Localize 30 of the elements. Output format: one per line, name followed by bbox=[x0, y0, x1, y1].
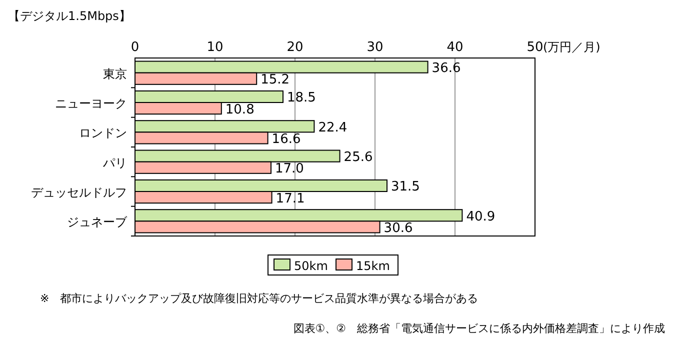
y-tick-label: ニューヨーク bbox=[55, 96, 127, 110]
text: 16.6 bbox=[272, 132, 301, 147]
x-tick-label: 50 bbox=[526, 40, 544, 55]
y-tick-label: パリ bbox=[102, 156, 127, 170]
y-tick-label: ジュネーブ bbox=[67, 215, 128, 230]
text: 15.2 bbox=[260, 72, 290, 88]
chart-title: 【デジタル1.5Mbps】 bbox=[8, 9, 131, 23]
text: 17.1 bbox=[276, 191, 305, 206]
legend-label: 50km bbox=[294, 259, 328, 273]
text: 36.6 bbox=[432, 61, 461, 76]
text: 31.5 bbox=[391, 180, 420, 195]
text: 図表①、② 総務省「電気通信サービスに係る内外価格差調査」により作成 bbox=[293, 322, 665, 335]
x-tick-label: 0 bbox=[130, 40, 140, 55]
x-axis-title: (万円／月) bbox=[543, 40, 600, 54]
y-tick-label: デュッセルドルフ bbox=[31, 186, 127, 200]
text: 40.9 bbox=[466, 209, 496, 224]
text: 30.6 bbox=[384, 220, 413, 236]
text: 17.0 bbox=[275, 162, 304, 177]
y-tick-label: 東京 bbox=[103, 66, 127, 81]
x-tick-label: 30 bbox=[366, 40, 384, 55]
text: 18.5 bbox=[287, 90, 316, 106]
x-tick-label: 10 bbox=[206, 40, 224, 55]
text: ※ 都市によりバックアップ及び故障復旧対応等のサービス品質水準が異なる場合がある bbox=[40, 292, 478, 305]
legend-label: 15km bbox=[356, 259, 390, 273]
y-tick-label: ロンドン bbox=[79, 126, 127, 140]
x-tick-label: 40 bbox=[446, 40, 464, 55]
text: 25.6 bbox=[344, 150, 373, 166]
text: 10.8 bbox=[225, 102, 254, 118]
x-tick-label: 20 bbox=[286, 40, 304, 55]
text: 22.4 bbox=[318, 120, 348, 136]
